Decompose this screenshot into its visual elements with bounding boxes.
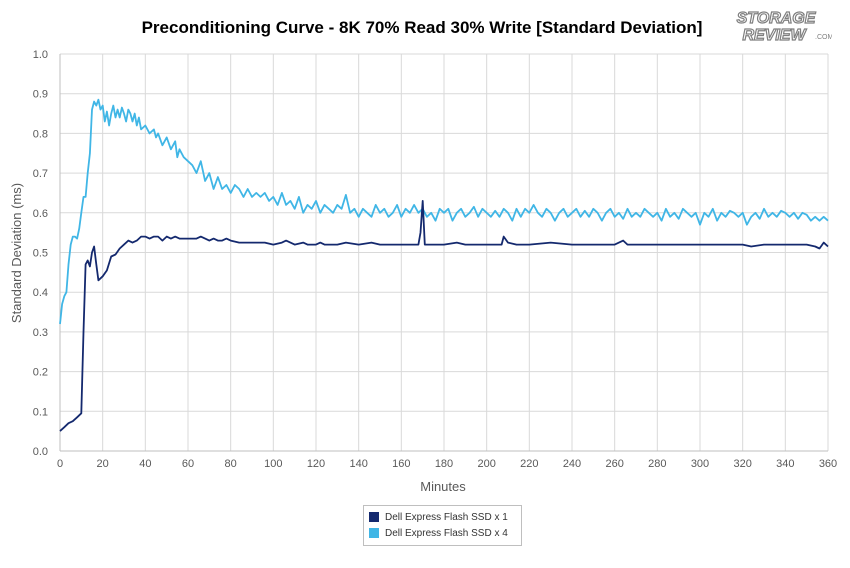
series-line-2 xyxy=(59,98,829,325)
series-lines xyxy=(59,98,829,432)
y-tick-label: 0.0 xyxy=(33,446,48,458)
x-tick-label: 360 xyxy=(819,458,837,470)
x-tick-label: 180 xyxy=(435,458,453,470)
x-tick-label: 240 xyxy=(563,458,581,470)
legend-label-series-2: Dell Express Flash SSD x 4 xyxy=(385,527,508,539)
x-tick-label: 100 xyxy=(264,458,282,470)
y-tick-label: 0.5 xyxy=(33,248,48,260)
x-tick-label: 300 xyxy=(691,458,709,470)
y-tick-label: 0.8 xyxy=(33,128,48,140)
y-tick-label: 0.3 xyxy=(33,327,48,339)
legend: Dell Express Flash SSD x 1 Dell Express … xyxy=(363,505,522,546)
x-tick-label: 200 xyxy=(477,458,495,470)
y-tick-label: 0.1 xyxy=(33,406,48,418)
y-tick-label: 0.4 xyxy=(33,287,48,299)
x-tick-label: 320 xyxy=(733,458,751,470)
y-tick-label: 0.6 xyxy=(33,208,48,220)
x-tick-label: 140 xyxy=(349,458,367,470)
x-tick-label: 20 xyxy=(97,458,109,470)
legend-label-series-1: Dell Express Flash SSD x 1 xyxy=(385,511,508,523)
svg-text:REVIEW: REVIEW xyxy=(742,27,807,44)
x-tick-label: 160 xyxy=(392,458,410,470)
y-tick-label: 0.7 xyxy=(33,168,48,180)
y-tick-label: 0.2 xyxy=(33,367,48,379)
series-line-1 xyxy=(59,200,829,432)
x-tick-label: 120 xyxy=(307,458,325,470)
x-tick-label: 260 xyxy=(605,458,623,470)
svg-text:STORAGE: STORAGE xyxy=(737,10,817,27)
x-tick-label: 280 xyxy=(648,458,666,470)
legend-item-series-1: Dell Express Flash SSD x 1 xyxy=(369,509,516,525)
x-tick-label: 60 xyxy=(182,458,194,470)
chart-title: Preconditioning Curve - 8K 70% Read 30% … xyxy=(141,18,703,37)
y-axis: 0.0 0.1 0.2 0.3 0.4 0.5 0.6 0.7 0.8 0.9 1.0 xyxy=(33,49,48,458)
x-tick-label: 340 xyxy=(776,458,794,470)
y-axis-title: Standard Deviation (ms) xyxy=(9,183,24,323)
grid-lines xyxy=(59,53,829,452)
svg-text:.COM: .COM xyxy=(815,34,832,41)
legend-item-series-2: Dell Express Flash SSD x 4 xyxy=(369,525,516,541)
x-tick-label: 220 xyxy=(520,458,538,470)
x-tick-label: 80 xyxy=(225,458,237,470)
y-tick-label: 0.9 xyxy=(33,89,48,101)
legend-swatch-series-1 xyxy=(369,512,379,522)
legend-swatch-series-2 xyxy=(369,528,379,538)
x-tick-label: 40 xyxy=(139,458,151,470)
x-axis: 0 20 40 60 80 100 120 140 160 180 200 220 240 260 280 3… xyxy=(57,458,837,470)
y-tick-label: 1.0 xyxy=(33,49,48,61)
x-tick-label: 0 xyxy=(57,458,63,470)
x-axis-title: Minutes xyxy=(420,479,466,494)
storage-review-logo: STORAGE REVIEW .COM xyxy=(736,9,832,44)
